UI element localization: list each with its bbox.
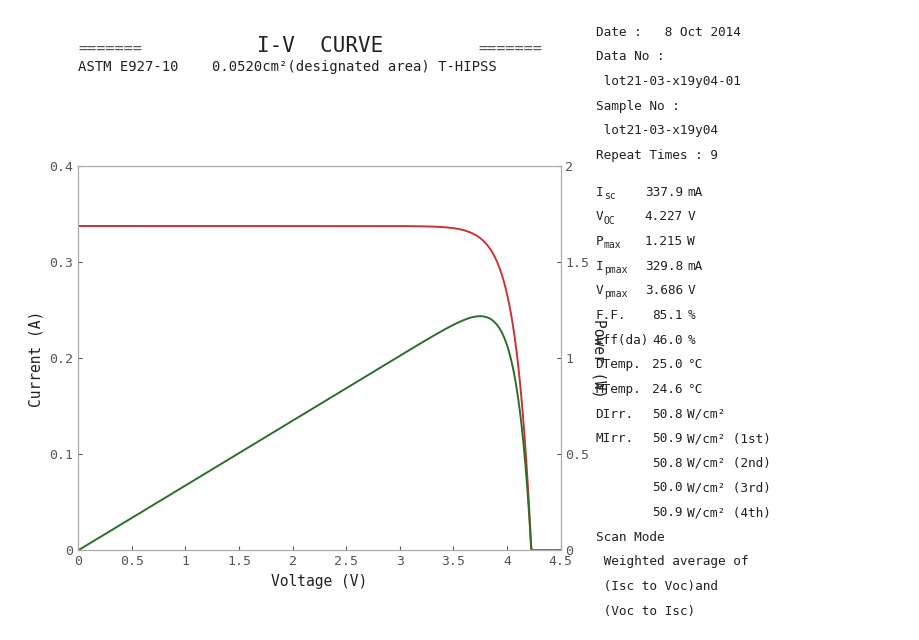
Text: mA: mA <box>687 186 703 199</box>
Text: mA: mA <box>687 260 703 273</box>
Text: 50.0: 50.0 <box>652 481 683 495</box>
Text: I: I <box>596 186 603 199</box>
Y-axis label: Power (W): Power (W) <box>591 319 607 398</box>
Text: DIrr.: DIrr. <box>596 408 633 420</box>
Text: =======: ======= <box>478 40 542 56</box>
Text: 3.686: 3.686 <box>645 284 683 298</box>
Text: Weighted average of: Weighted average of <box>596 556 748 568</box>
Text: P: P <box>596 235 603 248</box>
Text: W/cm² (1st): W/cm² (1st) <box>687 432 771 445</box>
Text: Repeat Times : 9: Repeat Times : 9 <box>596 148 718 162</box>
Text: V: V <box>596 284 603 298</box>
Text: ASTM E927-10    0.0520cm²(designated area) T-HIPSS: ASTM E927-10 0.0520cm²(designated area) … <box>78 60 497 74</box>
Text: 50.9: 50.9 <box>652 506 683 519</box>
Text: MIrr.: MIrr. <box>596 432 633 445</box>
Text: Date :   8 Oct 2014: Date : 8 Oct 2014 <box>596 26 741 38</box>
Text: 337.9: 337.9 <box>645 186 683 199</box>
Text: %: % <box>687 333 695 347</box>
X-axis label: Voltage (V): Voltage (V) <box>271 574 368 589</box>
Text: MTemp.: MTemp. <box>596 383 641 396</box>
Text: pmax: pmax <box>604 265 628 275</box>
Text: Data No :: Data No : <box>596 51 664 63</box>
Text: pmax: pmax <box>604 289 628 300</box>
Text: Eff(da): Eff(da) <box>596 333 649 347</box>
Text: °C: °C <box>687 358 703 371</box>
Text: I-V  CURVE: I-V CURVE <box>256 36 383 56</box>
Text: W/cm²: W/cm² <box>687 408 725 420</box>
Text: 1.215: 1.215 <box>645 235 683 248</box>
Text: 25.0: 25.0 <box>652 358 683 371</box>
Text: 4.227: 4.227 <box>645 211 683 223</box>
Text: W/cm² (2nd): W/cm² (2nd) <box>687 457 771 470</box>
Text: W/cm² (3rd): W/cm² (3rd) <box>687 481 771 495</box>
Text: 50.8: 50.8 <box>652 408 683 420</box>
Text: lot21-03-x19y04: lot21-03-x19y04 <box>596 124 718 137</box>
Text: max: max <box>604 240 621 250</box>
Text: (Voc to Isc): (Voc to Isc) <box>596 605 695 618</box>
Text: =======: ======= <box>78 40 142 56</box>
Text: 329.8: 329.8 <box>645 260 683 273</box>
Text: °C: °C <box>687 383 703 396</box>
Text: 85.1: 85.1 <box>652 309 683 322</box>
Text: 50.8: 50.8 <box>652 457 683 470</box>
Text: 50.9: 50.9 <box>652 432 683 445</box>
Text: Scan Mode: Scan Mode <box>596 531 664 544</box>
Text: sc: sc <box>604 191 616 201</box>
Text: OC: OC <box>604 216 616 225</box>
Text: Sample No :: Sample No : <box>596 99 679 113</box>
Text: 46.0: 46.0 <box>652 333 683 347</box>
Text: %: % <box>687 309 695 322</box>
Text: V: V <box>687 284 695 298</box>
Text: 24.6: 24.6 <box>652 383 683 396</box>
Y-axis label: Current (A): Current (A) <box>28 310 44 406</box>
Text: V: V <box>687 211 695 223</box>
Text: lot21-03-x19y04-01: lot21-03-x19y04-01 <box>596 75 741 88</box>
Text: V: V <box>596 211 603 223</box>
Text: W/cm² (4th): W/cm² (4th) <box>687 506 771 519</box>
Text: F.F.: F.F. <box>596 309 626 322</box>
Text: W: W <box>687 235 695 248</box>
Text: DTemp.: DTemp. <box>596 358 641 371</box>
Text: (Isc to Voc)and: (Isc to Voc)and <box>596 580 718 593</box>
Text: I: I <box>596 260 603 273</box>
